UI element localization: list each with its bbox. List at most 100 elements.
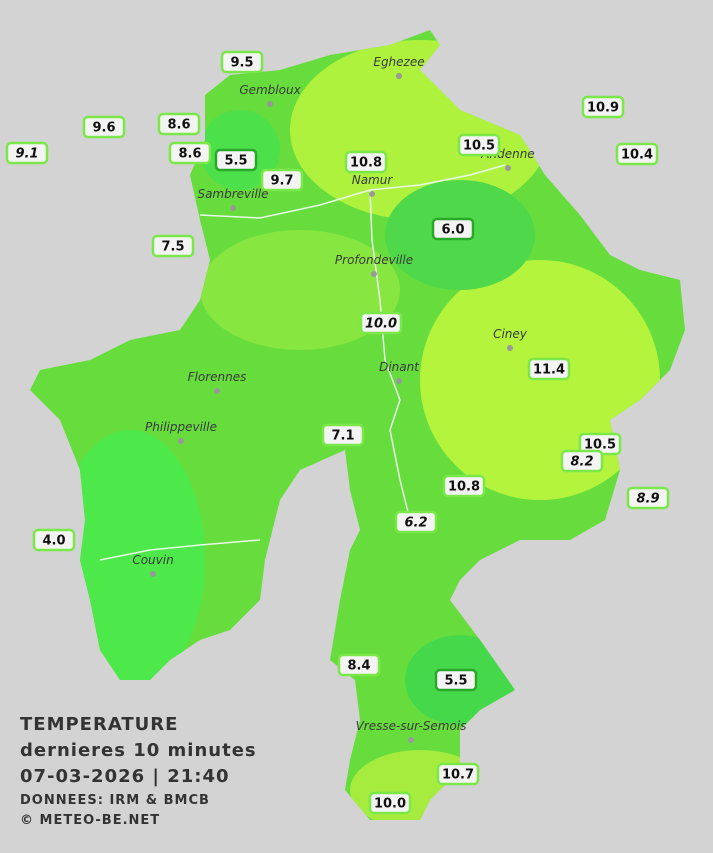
title-line: 07-03-2026 | 21:40	[20, 766, 230, 787]
station-value: 8.2	[570, 455, 593, 470]
city-label: Philippeville	[145, 420, 217, 434]
station-box	[436, 762, 480, 786]
station-value: 7.1	[331, 429, 354, 444]
city-dot	[396, 73, 402, 79]
city-dot	[396, 378, 402, 384]
station: 10.7	[436, 762, 480, 786]
city-label: Gembloux	[239, 83, 301, 97]
station: 9.1	[5, 141, 49, 165]
city-dot	[178, 438, 184, 444]
station-box	[615, 142, 659, 166]
station-value: 9.1	[15, 147, 38, 162]
station-value: 9.6	[92, 121, 115, 136]
station: 9.7	[260, 168, 304, 192]
station-value: 7.5	[161, 240, 184, 255]
station: 7.1	[321, 423, 365, 447]
station-box	[82, 115, 126, 139]
station: 10.9	[581, 95, 625, 119]
station: 10.8	[344, 150, 388, 174]
city-dot	[408, 737, 414, 743]
station: 10.8	[442, 474, 486, 498]
city-dot	[507, 345, 513, 351]
station-value: 4.0	[42, 534, 65, 549]
station: 4.0	[32, 528, 76, 552]
station-value: 5.5	[224, 154, 247, 169]
station-value: 5.5	[444, 674, 467, 689]
city-label: Couvin	[132, 553, 173, 567]
title-line: dernieres 10 minutes	[20, 740, 257, 761]
station-value: 10.8	[350, 156, 382, 171]
station: 8.6	[157, 112, 201, 136]
city-dot	[267, 101, 273, 107]
station: 10.0	[359, 311, 403, 335]
city-label: Dinant	[379, 360, 420, 374]
station-box	[626, 486, 670, 510]
station: 5.5	[434, 668, 478, 692]
station-value: 8.9	[636, 492, 659, 507]
station-box	[394, 510, 438, 534]
station: 11.4	[527, 357, 571, 381]
station-value: 10.4	[621, 148, 653, 163]
station: 9.5	[220, 50, 264, 74]
station-box	[5, 141, 49, 165]
station-value: 8.6	[167, 118, 190, 133]
station: 7.5	[151, 234, 195, 258]
station-value: 11.4	[533, 363, 565, 378]
city-label: Florennes	[188, 370, 247, 384]
station: 10.4	[615, 142, 659, 166]
credit-line: © METEO-BE.NET	[20, 813, 160, 828]
station-value: 9.7	[270, 174, 293, 189]
station: 8.9	[626, 486, 670, 510]
station-value: 10.0	[374, 797, 406, 812]
station-value: 8.4	[347, 659, 370, 674]
station-box	[321, 423, 365, 447]
station: 5.5	[214, 148, 258, 172]
station-box	[344, 150, 388, 174]
city-dot	[150, 571, 156, 577]
city-label: Vresse-sur-Semois	[356, 719, 467, 733]
station-box	[434, 668, 478, 692]
station: 6.0	[431, 217, 475, 241]
station: 9.6	[82, 115, 126, 139]
title-line: TEMPERATURE	[20, 714, 178, 735]
station-value: 10.5	[463, 139, 495, 154]
city-dot	[369, 191, 375, 197]
station-box	[220, 50, 264, 74]
city-label: Sambreville	[197, 187, 268, 201]
station-value: 6.0	[441, 223, 464, 238]
station-box	[560, 449, 604, 473]
station: 6.2	[394, 510, 438, 534]
station-box	[368, 791, 412, 815]
station-value: 10.0	[365, 317, 397, 332]
station-box	[214, 148, 258, 172]
station-value: 10.7	[442, 768, 474, 783]
station-box	[151, 234, 195, 258]
city-label: Namur	[352, 173, 394, 187]
station-value: 10.5	[584, 438, 616, 453]
station-box	[32, 528, 76, 552]
station: 8.4	[337, 653, 381, 677]
station-value: 10.8	[448, 480, 480, 495]
station: 10.0	[368, 791, 412, 815]
city-dot	[214, 388, 220, 394]
station-box	[168, 141, 212, 165]
station-box	[337, 653, 381, 677]
station: 8.6	[168, 141, 212, 165]
station-box	[442, 474, 486, 498]
station-box	[581, 95, 625, 119]
station-value: 10.9	[587, 101, 619, 116]
city-dot	[505, 165, 511, 171]
station-value: 9.5	[230, 56, 253, 71]
station-box	[457, 133, 501, 157]
city-label: Eghezee	[373, 55, 424, 69]
station: 8.2	[560, 449, 604, 473]
city-dot	[230, 205, 236, 211]
credit-line: DONNEES: IRM & BMCB	[20, 793, 210, 808]
station-box	[527, 357, 571, 381]
station-box	[431, 217, 475, 241]
city-label: Profondeville	[335, 253, 413, 267]
station-box	[157, 112, 201, 136]
city-dot	[371, 271, 377, 277]
station: 10.5	[457, 133, 501, 157]
station-box	[260, 168, 304, 192]
